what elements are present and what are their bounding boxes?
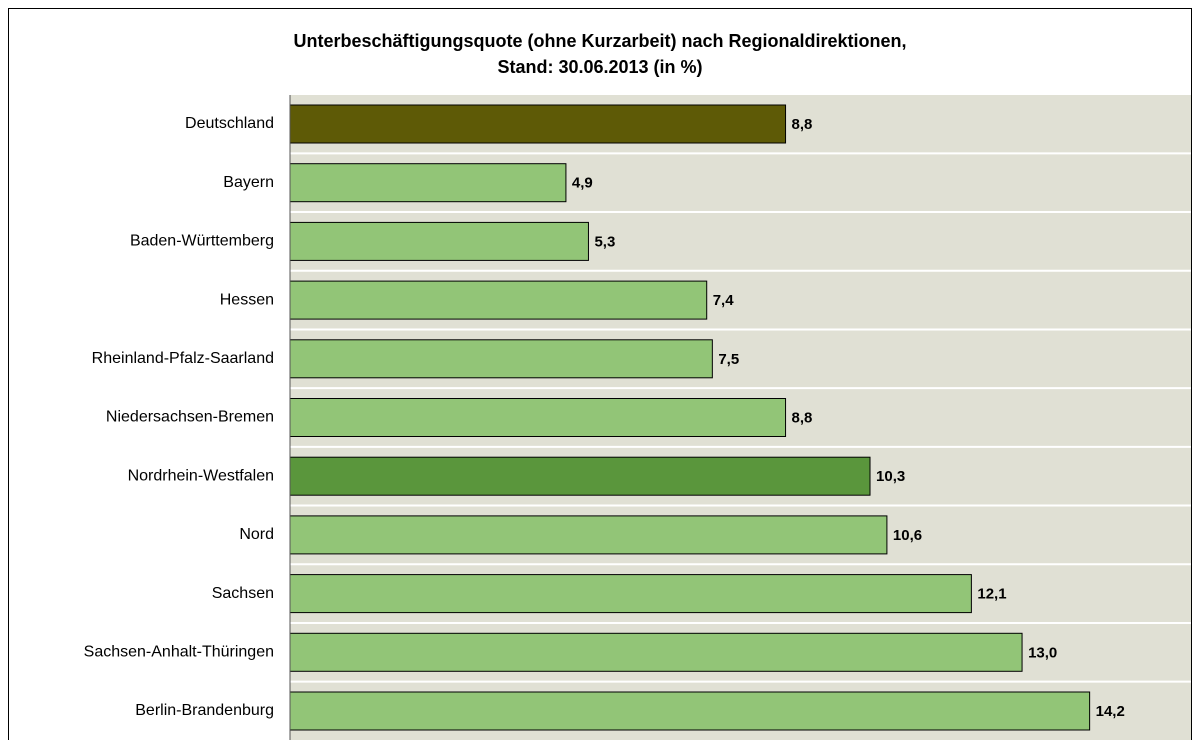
category-label: Rheinland-Pfalz-Saarland bbox=[92, 350, 274, 367]
category-label: Deutschland bbox=[185, 115, 274, 132]
value-label: 8,8 bbox=[792, 116, 813, 133]
category-label: Berlin-Brandenburg bbox=[135, 702, 274, 719]
bar bbox=[289, 221, 589, 261]
value-label: 5,3 bbox=[594, 233, 615, 250]
chart-title: Stand: 30.06.2013 (in %) bbox=[497, 57, 702, 77]
category-label: Hessen bbox=[220, 291, 274, 308]
value-label: 7,5 bbox=[718, 351, 739, 368]
category-label: Bayern bbox=[223, 174, 274, 191]
value-label: 10,3 bbox=[876, 468, 905, 485]
bar bbox=[289, 456, 871, 496]
bar bbox=[289, 163, 567, 203]
bar bbox=[289, 691, 1091, 731]
category-label: Niedersachsen-Bremen bbox=[106, 409, 274, 426]
category-label: Sachsen bbox=[212, 585, 274, 602]
bar bbox=[289, 280, 708, 320]
bar bbox=[289, 632, 1023, 672]
value-label: 13,0 bbox=[1028, 644, 1057, 661]
value-label: 12,1 bbox=[977, 586, 1006, 603]
category-label: Nord bbox=[239, 526, 274, 543]
value-label: 4,9 bbox=[572, 175, 593, 192]
bar bbox=[289, 398, 787, 437]
bar bbox=[289, 339, 713, 379]
category-label: Nordrhein-Westfalen bbox=[128, 467, 274, 484]
bar bbox=[289, 515, 888, 555]
chart-title: Unterbeschäftigungsquote (ohne Kurzarbei… bbox=[293, 31, 906, 51]
value-label: 7,4 bbox=[713, 292, 735, 309]
value-label: 10,6 bbox=[893, 527, 922, 544]
bar bbox=[289, 104, 787, 144]
value-label: 14,2 bbox=[1096, 703, 1125, 720]
value-label: 8,8 bbox=[792, 409, 813, 426]
category-label: Sachsen-Anhalt-Thüringen bbox=[84, 644, 274, 661]
bar bbox=[289, 574, 972, 614]
category-label: Baden-Württemberg bbox=[130, 233, 274, 250]
